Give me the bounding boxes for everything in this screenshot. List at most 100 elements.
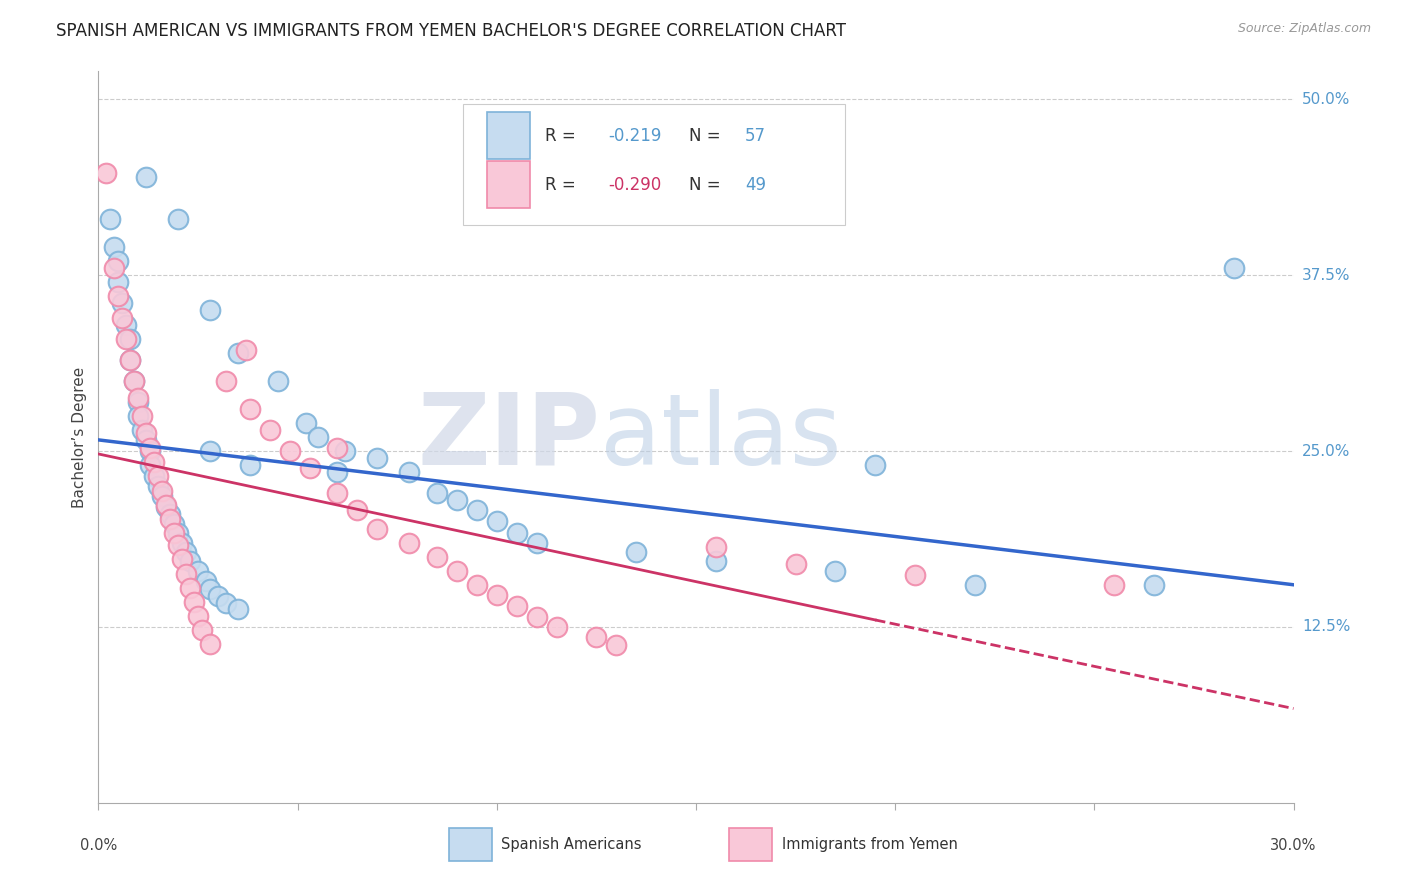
Point [139, 444, 162, 458]
Text: R =: R = [546, 176, 582, 194]
Point [107, 254, 129, 268]
Point [326, 465, 349, 479]
Point [96, 166, 118, 180]
Point [124, 374, 146, 388]
Point [215, 374, 238, 388]
FancyBboxPatch shape [486, 112, 530, 159]
Point [426, 549, 449, 564]
Point [163, 517, 186, 532]
Text: Spanish Americans: Spanish Americans [501, 837, 641, 852]
Point [198, 303, 221, 318]
Point [465, 503, 488, 517]
Point [198, 582, 221, 596]
Point [111, 310, 134, 325]
Text: -0.219: -0.219 [609, 127, 662, 145]
Y-axis label: Bachelor’s Degree: Bachelor’s Degree [72, 367, 87, 508]
FancyBboxPatch shape [486, 161, 530, 208]
Point [485, 515, 508, 529]
Point [107, 289, 129, 303]
Point [167, 212, 190, 227]
FancyBboxPatch shape [463, 104, 845, 225]
Point [904, 568, 927, 582]
Point [215, 596, 238, 610]
Point [135, 433, 157, 447]
Point [335, 444, 357, 458]
Point [167, 538, 190, 552]
Point [120, 352, 142, 367]
Point [191, 623, 214, 637]
Point [103, 240, 125, 254]
Point [426, 486, 449, 500]
Point [226, 601, 249, 615]
Text: Immigrants from Yemen: Immigrants from Yemen [782, 837, 957, 852]
Point [148, 479, 170, 493]
Point [235, 343, 257, 357]
Point [187, 608, 209, 623]
Point [626, 545, 648, 559]
Point [326, 486, 349, 500]
Point [115, 318, 138, 332]
Point [174, 566, 197, 581]
Point [506, 599, 529, 613]
Text: 50.0%: 50.0% [1302, 92, 1350, 107]
Text: 30.0%: 30.0% [1271, 838, 1316, 853]
Point [326, 442, 349, 456]
Point [307, 430, 329, 444]
Point [120, 352, 142, 367]
Point [183, 595, 205, 609]
Point [135, 169, 157, 184]
Text: atlas: atlas [600, 389, 842, 485]
Point [172, 552, 194, 566]
Point [98, 212, 122, 227]
Point [127, 395, 149, 409]
Point [1223, 261, 1246, 276]
Point [163, 525, 186, 540]
Point [103, 261, 125, 276]
Text: 57: 57 [745, 127, 766, 145]
Point [179, 581, 201, 595]
Point [143, 455, 166, 469]
Point [167, 525, 190, 540]
Point [195, 574, 218, 588]
Point [143, 469, 166, 483]
Point [159, 511, 181, 525]
Point [139, 442, 162, 456]
Text: 49: 49 [745, 176, 766, 194]
Point [278, 444, 301, 458]
Point [785, 557, 807, 571]
Point [259, 423, 281, 437]
Point [127, 391, 149, 405]
Point [127, 409, 149, 423]
Point [207, 589, 229, 603]
Point [465, 578, 488, 592]
Point [131, 423, 153, 437]
Point [298, 461, 321, 475]
Point [526, 535, 548, 549]
FancyBboxPatch shape [449, 828, 492, 862]
Point [115, 332, 138, 346]
Text: -0.290: -0.290 [609, 176, 662, 194]
FancyBboxPatch shape [730, 828, 772, 862]
Point [398, 465, 420, 479]
Point [111, 296, 134, 310]
Point [824, 564, 846, 578]
Text: N =: N = [689, 176, 725, 194]
Point [526, 610, 548, 624]
Point [446, 564, 468, 578]
Text: 0.0%: 0.0% [80, 838, 117, 853]
Point [366, 451, 388, 466]
Point [366, 521, 388, 535]
Point [198, 637, 221, 651]
Point [239, 458, 262, 473]
Point [155, 498, 177, 512]
Point [267, 374, 290, 388]
Point [155, 500, 177, 515]
Point [585, 630, 607, 644]
Point [865, 458, 887, 473]
Point [172, 535, 194, 549]
Point [107, 276, 129, 290]
Text: 12.5%: 12.5% [1302, 619, 1350, 634]
Text: R =: R = [546, 127, 582, 145]
Point [1143, 578, 1166, 592]
Point [131, 409, 153, 423]
